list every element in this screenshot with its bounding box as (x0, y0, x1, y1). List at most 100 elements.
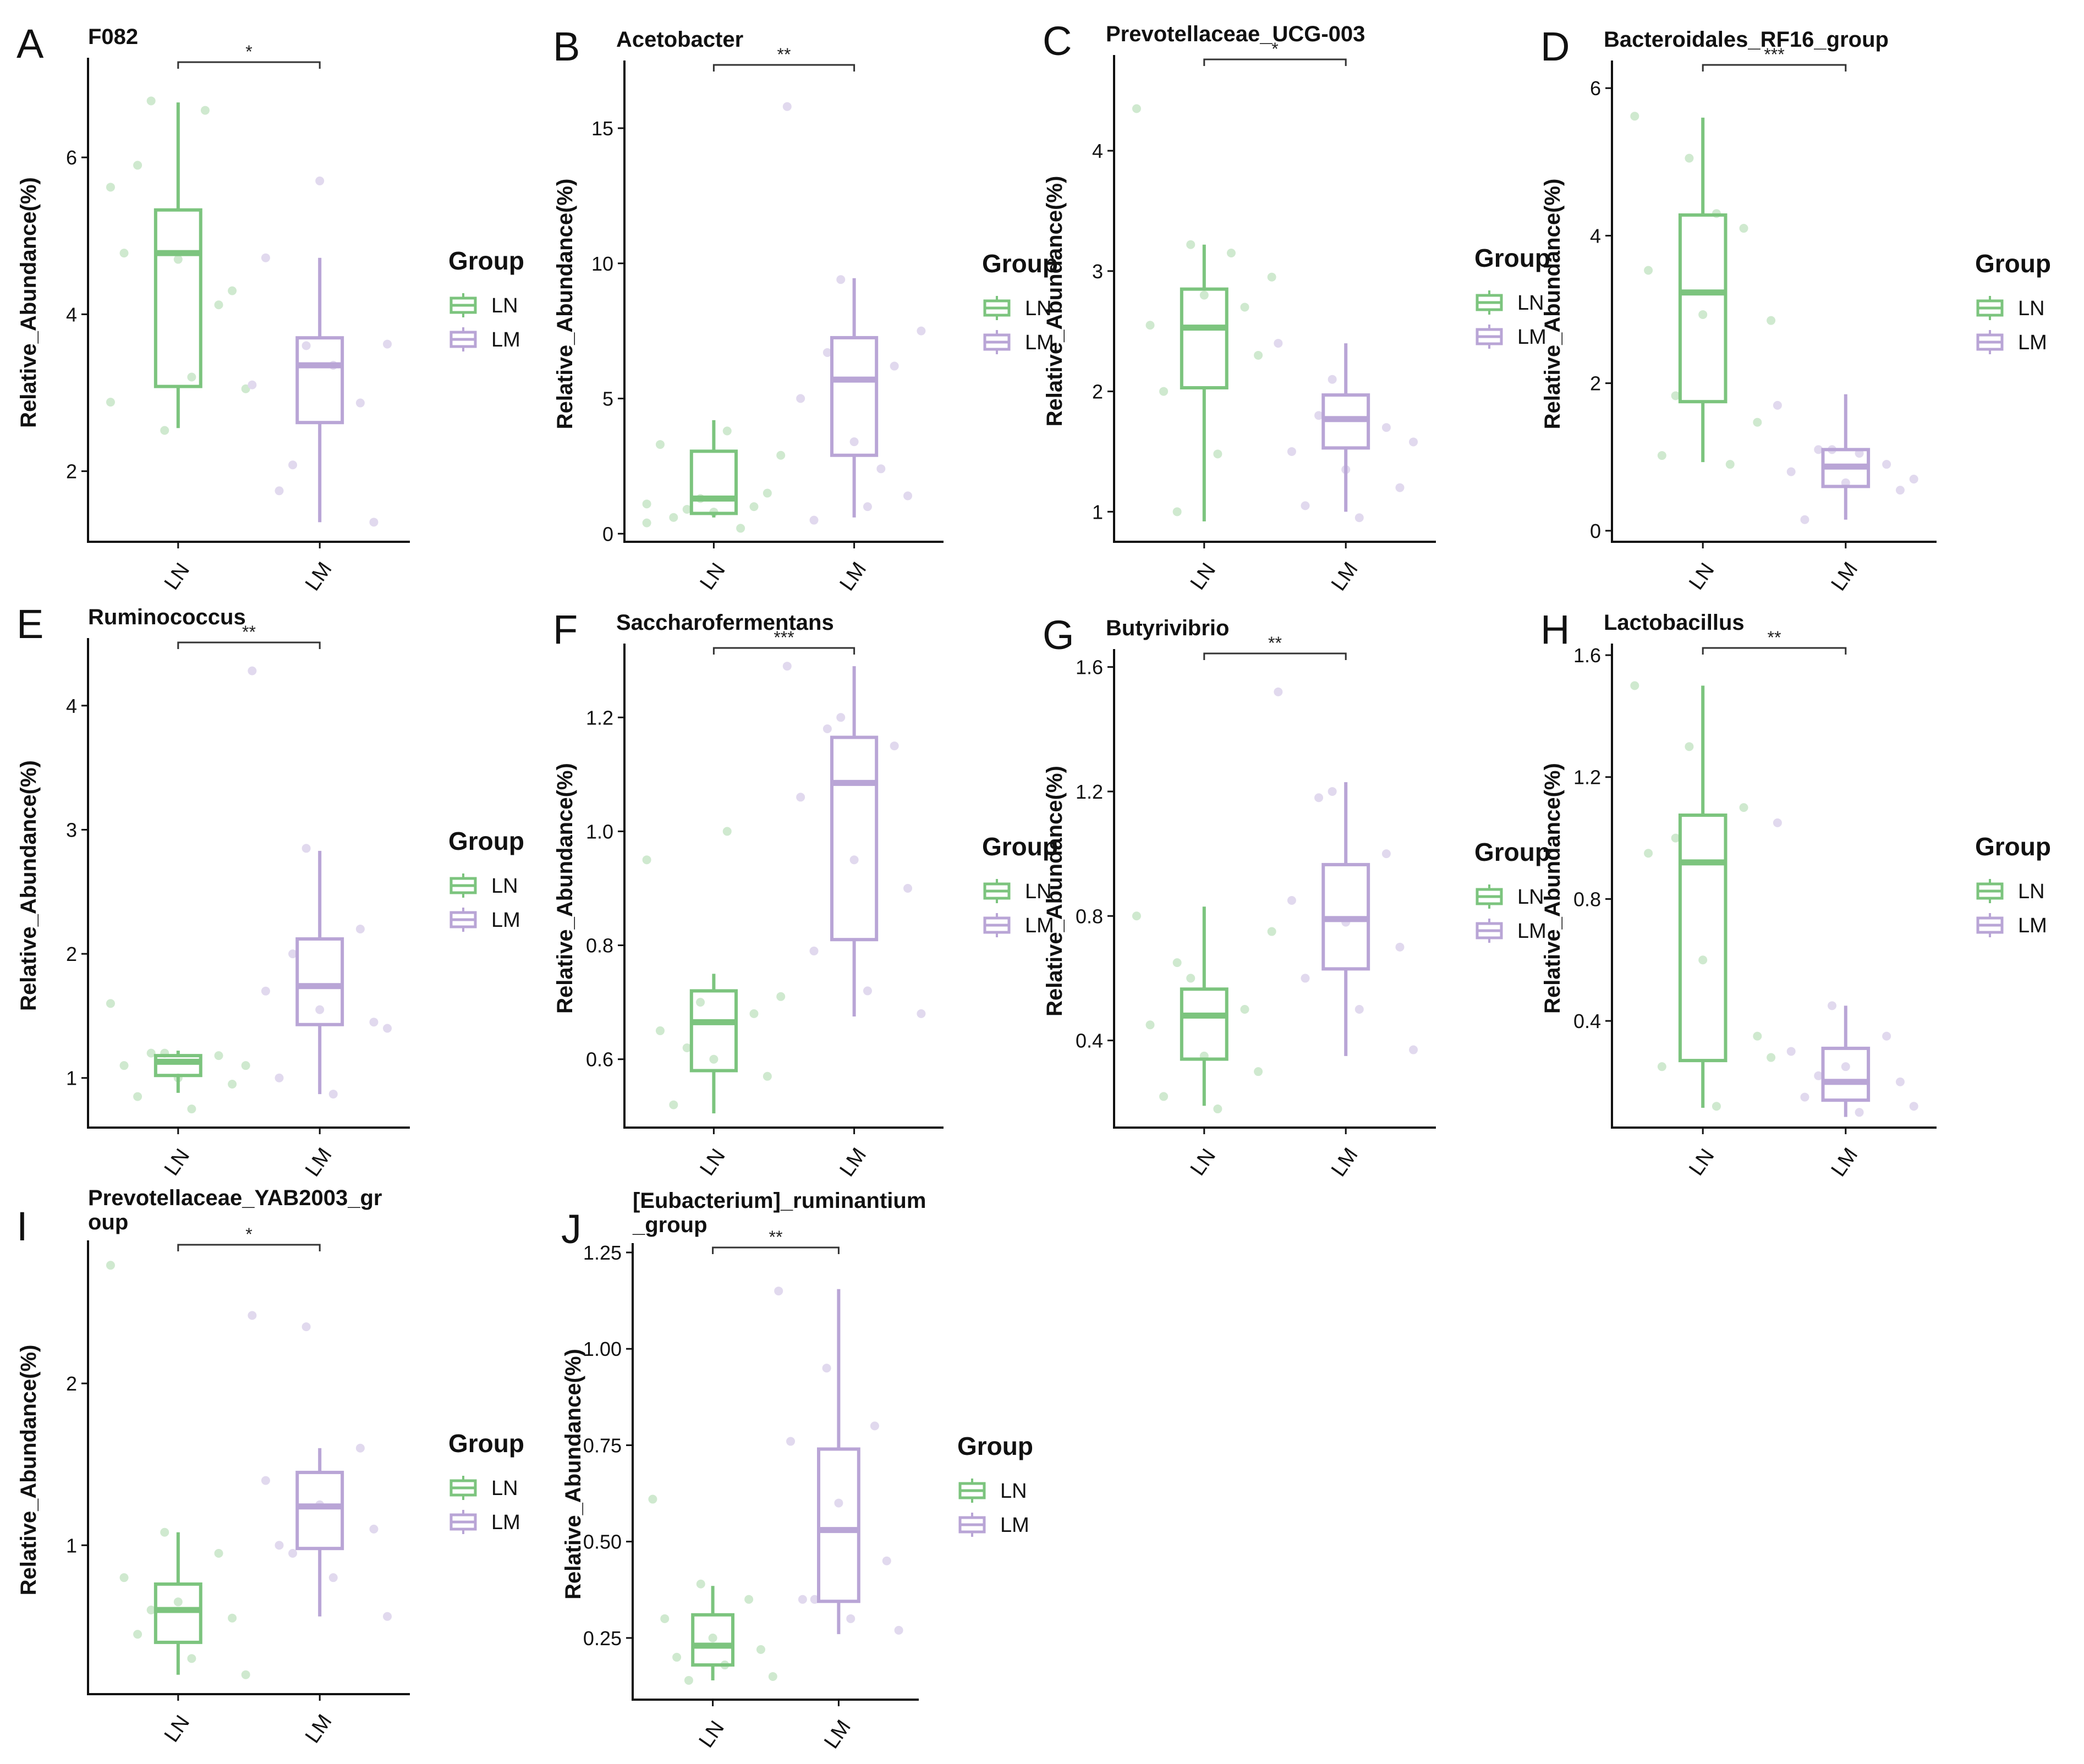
data-point-b-ln (669, 513, 678, 522)
data-point-d-ln (1671, 391, 1680, 400)
legend-label-j-ln: LN (1000, 1480, 1027, 1503)
data-point-a-ln (187, 372, 196, 382)
y-tick-label-b: 15 (591, 117, 613, 140)
data-point-b-lm (890, 361, 899, 371)
legend-label-g-lm: LM (1517, 920, 1546, 943)
data-point-f-ln (669, 1100, 678, 1109)
data-point-j-ln (744, 1595, 754, 1604)
legend-key-b-ln (983, 296, 1011, 320)
data-point-a-ln (106, 183, 115, 192)
data-point-h-ln (1753, 1031, 1762, 1041)
data-point-a-lm (275, 486, 284, 496)
significance-bracket-b (712, 64, 855, 72)
data-point-j-ln (660, 1614, 670, 1623)
data-point-c-ln (1226, 249, 1236, 257)
legend-key-b-lm (983, 330, 1011, 354)
x-tick-label-b: LN (695, 559, 730, 594)
box-iqr (153, 1054, 202, 1078)
y-tick-label-e: 3 (66, 818, 77, 841)
box-c-ln (1180, 244, 1229, 521)
data-point-g-lm (1274, 687, 1283, 696)
box-g-ln (1180, 906, 1229, 1106)
data-point-g-lm (1354, 1005, 1364, 1014)
x-tick-label-e: LM (301, 1144, 337, 1180)
legend-key-d-lm (1976, 330, 2004, 354)
legend-title-d: Group (1975, 249, 2051, 278)
data-point-c-ln (1132, 104, 1141, 113)
box-iqr (689, 449, 738, 515)
panel-title-i-line0: Prevotellaceae_YAB2003_gr (88, 1186, 382, 1210)
box-b-ln (689, 420, 738, 518)
box-iqr (1678, 814, 1727, 1063)
significance-label-i: * (245, 1224, 252, 1244)
data-point-f-ln (776, 992, 786, 1001)
panel-title-f: Saccharofermentans (616, 611, 834, 635)
data-point-b-ln (722, 426, 732, 436)
panel-title-h: Lactobacillus (1604, 611, 1745, 635)
data-point-b-lm (822, 348, 832, 357)
data-point-e-lm (328, 1090, 338, 1099)
data-point-d-ln (1685, 153, 1694, 163)
x-tick-label-d: LM (1827, 558, 1863, 595)
significance-label-b: ** (777, 45, 791, 64)
box-iqr (153, 208, 202, 388)
data-point-a-ln (200, 106, 210, 115)
data-point-e-lm (288, 949, 298, 959)
legend-label-b-lm: LM (1025, 331, 1054, 354)
data-point-b-lm (782, 102, 792, 111)
data-point-h-ln (1698, 955, 1708, 965)
data-point-h-lm (1855, 1108, 1864, 1117)
legend-key-h-ln (1976, 879, 2004, 903)
significance-label-j: ** (769, 1227, 783, 1247)
data-point-j-ln (684, 1675, 693, 1685)
data-point-i-ln (119, 1573, 129, 1582)
legend-title-g: Group (1474, 838, 1550, 866)
data-point-g-ln (1240, 1005, 1249, 1014)
data-point-j-lm (870, 1421, 879, 1431)
data-point-c-ln (1240, 303, 1249, 312)
data-point-j-lm (798, 1595, 807, 1604)
legend-key-f-lm (983, 913, 1011, 937)
panel-title-b: Acetobacter (616, 28, 743, 52)
box-c-lm (1321, 343, 1370, 512)
significance-bracket-a (177, 61, 321, 69)
data-point-h-lm (1814, 1071, 1823, 1080)
legend-title-c: Group (1474, 244, 1550, 272)
data-point-e-ln (133, 1092, 142, 1101)
data-point-h-ln (1657, 1062, 1666, 1071)
data-point-d-lm (1773, 400, 1782, 410)
y-tick-label-c: 1 (1092, 501, 1103, 523)
panel-label-c: C (1043, 18, 1072, 64)
data-point-c-ln (1267, 272, 1276, 282)
data-point-i-ln (241, 1670, 250, 1679)
data-point-i-ln (160, 1527, 169, 1537)
y-tick-label-c: 4 (1092, 140, 1103, 162)
data-point-a-lm (301, 341, 311, 350)
x-tick-label-d: LN (1685, 559, 1719, 594)
data-point-g-ln (1254, 1067, 1263, 1076)
data-point-c-ln (1145, 321, 1155, 330)
y-tick-label-i: 1 (66, 1534, 77, 1557)
y-tick-label-h: 0.8 (1573, 888, 1601, 910)
data-point-a-ln (173, 255, 183, 264)
data-point-a-lm (261, 253, 270, 262)
data-point-b-ln (776, 450, 786, 460)
box-a-lm (295, 257, 344, 523)
data-point-i-lm (328, 1573, 338, 1582)
y-axis-title-c: Relative_Abundance(%) (1043, 176, 1067, 427)
data-point-b-ln (642, 518, 651, 527)
legend-label-a-ln: LN (491, 294, 518, 317)
legend-title-h: Group (1975, 832, 2051, 861)
legend-key-a-ln (449, 293, 477, 317)
x-tick-label-c: LN (1186, 559, 1220, 594)
box-iqr (1180, 987, 1229, 1061)
data-point-j-lm (786, 1437, 796, 1446)
data-point-i-ln (187, 1654, 196, 1663)
data-point-i-lm (355, 1443, 365, 1453)
data-point-c-lm (1314, 411, 1324, 420)
y-tick-label-a: 4 (66, 303, 77, 326)
legend-key-c-ln (1476, 290, 1503, 315)
y-axis-title-b: Relative_Abundance(%) (553, 179, 577, 430)
data-point-j-ln (672, 1652, 682, 1662)
